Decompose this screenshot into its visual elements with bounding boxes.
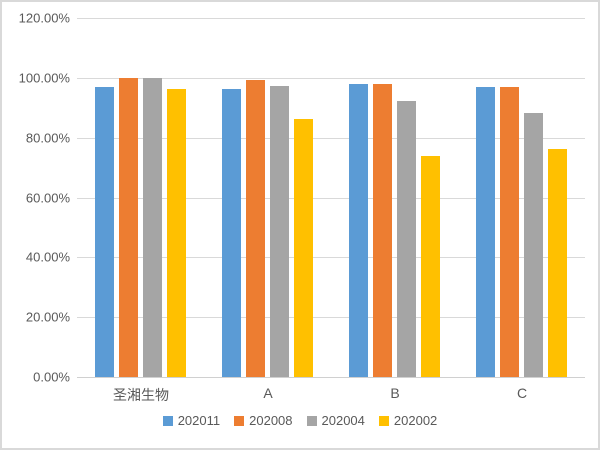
x-category-label-C: C: [516, 385, 528, 401]
bar-202011-C: [476, 87, 495, 377]
legend-label: 202004: [321, 413, 365, 428]
bar-202004-A: [270, 85, 289, 377]
bar-202004-B: [397, 100, 416, 377]
y-tick-label-80: 80.00%: [25, 130, 70, 146]
gridline-20: [77, 317, 585, 318]
legend-swatch-icon: [306, 415, 317, 426]
chart-legend: 202011 202008 202004 202002: [2, 414, 598, 427]
legend-swatch-icon: [378, 415, 389, 426]
x-category-label-B: B: [390, 385, 400, 401]
bar-202008-圣湘生物: [119, 77, 138, 377]
gridline-100: [77, 78, 585, 79]
legend-swatch-icon: [234, 415, 245, 426]
legend-item-202008: 202008: [234, 413, 293, 428]
legend-item-202004: 202004: [306, 413, 365, 428]
y-tick-label-20: 20.00%: [25, 309, 70, 325]
y-tick-label-60: 60.00%: [25, 190, 70, 206]
y-tick-label-0: 0.00%: [33, 369, 70, 385]
bar-202008-B: [373, 84, 392, 377]
bar-202004-圣湘生物: [143, 77, 162, 377]
y-tick-label-120: 120.00%: [18, 10, 70, 26]
bar-202002-圣湘生物: [167, 88, 186, 377]
gridline-60: [77, 198, 585, 199]
gridline-80: [77, 138, 585, 139]
bar-202002-B: [421, 155, 440, 377]
x-category-label-圣湘生物: 圣湘生物: [113, 387, 169, 403]
bar-202002-C: [548, 149, 567, 377]
bar-202011-B: [349, 84, 368, 377]
bar-202011-圣湘生物: [95, 86, 114, 377]
y-tick-label-40: 40.00%: [25, 249, 70, 265]
gridline-40: [77, 257, 585, 258]
legend-label: 202002: [393, 413, 438, 428]
bar-202004-C: [524, 113, 543, 377]
y-tick-label-100: 100.00%: [18, 70, 70, 86]
bar-202008-C: [500, 87, 519, 377]
legend-item-202011: 202011: [162, 413, 221, 428]
bar-202002-A: [294, 118, 313, 377]
legend-label: 202011: [177, 413, 221, 428]
bar-202008-A: [246, 79, 265, 377]
legend-label: 202008: [249, 413, 293, 428]
legend-swatch-icon: [162, 415, 173, 426]
legend-item-202002: 202002: [378, 413, 438, 428]
x-axis-line: [77, 377, 585, 378]
bar-202011-A: [222, 89, 241, 377]
x-category-label-A: A: [263, 385, 273, 401]
gridline-120: [77, 18, 585, 19]
